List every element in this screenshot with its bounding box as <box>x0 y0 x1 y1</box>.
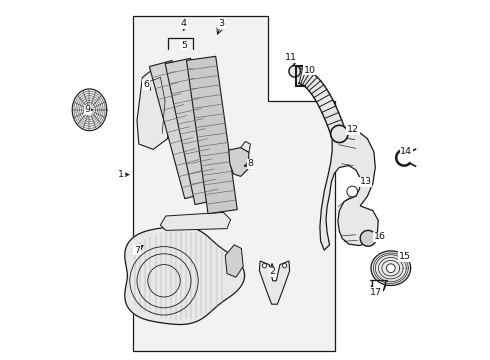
Polygon shape <box>72 89 107 131</box>
Bar <box>165 58 221 204</box>
Text: 13: 13 <box>360 177 371 186</box>
Polygon shape <box>371 251 411 285</box>
Polygon shape <box>331 125 348 143</box>
Text: 1: 1 <box>118 170 124 179</box>
Circle shape <box>282 264 287 268</box>
Text: 9: 9 <box>85 105 91 114</box>
Circle shape <box>387 264 395 273</box>
Polygon shape <box>289 66 300 77</box>
Text: 10: 10 <box>304 66 316 75</box>
Text: 12: 12 <box>347 125 359 134</box>
Bar <box>149 60 207 199</box>
Polygon shape <box>259 261 290 304</box>
Text: 5: 5 <box>181 41 187 50</box>
Text: 14: 14 <box>400 148 412 157</box>
Circle shape <box>347 186 358 197</box>
Polygon shape <box>125 226 245 324</box>
Bar <box>187 56 237 214</box>
Text: 11: 11 <box>285 53 297 62</box>
Text: 3: 3 <box>219 19 224 28</box>
Text: 8: 8 <box>247 159 253 168</box>
Text: 6: 6 <box>143 80 149 89</box>
Text: 7: 7 <box>134 246 140 255</box>
Polygon shape <box>137 65 173 149</box>
Polygon shape <box>360 230 376 246</box>
Circle shape <box>262 264 267 268</box>
Text: 16: 16 <box>374 233 386 242</box>
Text: 4: 4 <box>181 19 187 28</box>
Text: 17: 17 <box>370 288 382 297</box>
Polygon shape <box>320 128 378 250</box>
Polygon shape <box>225 245 243 277</box>
Polygon shape <box>229 148 249 176</box>
Polygon shape <box>133 16 335 351</box>
Polygon shape <box>160 212 231 230</box>
Polygon shape <box>241 141 250 152</box>
Text: 2: 2 <box>269 267 275 276</box>
Text: 15: 15 <box>399 252 411 261</box>
